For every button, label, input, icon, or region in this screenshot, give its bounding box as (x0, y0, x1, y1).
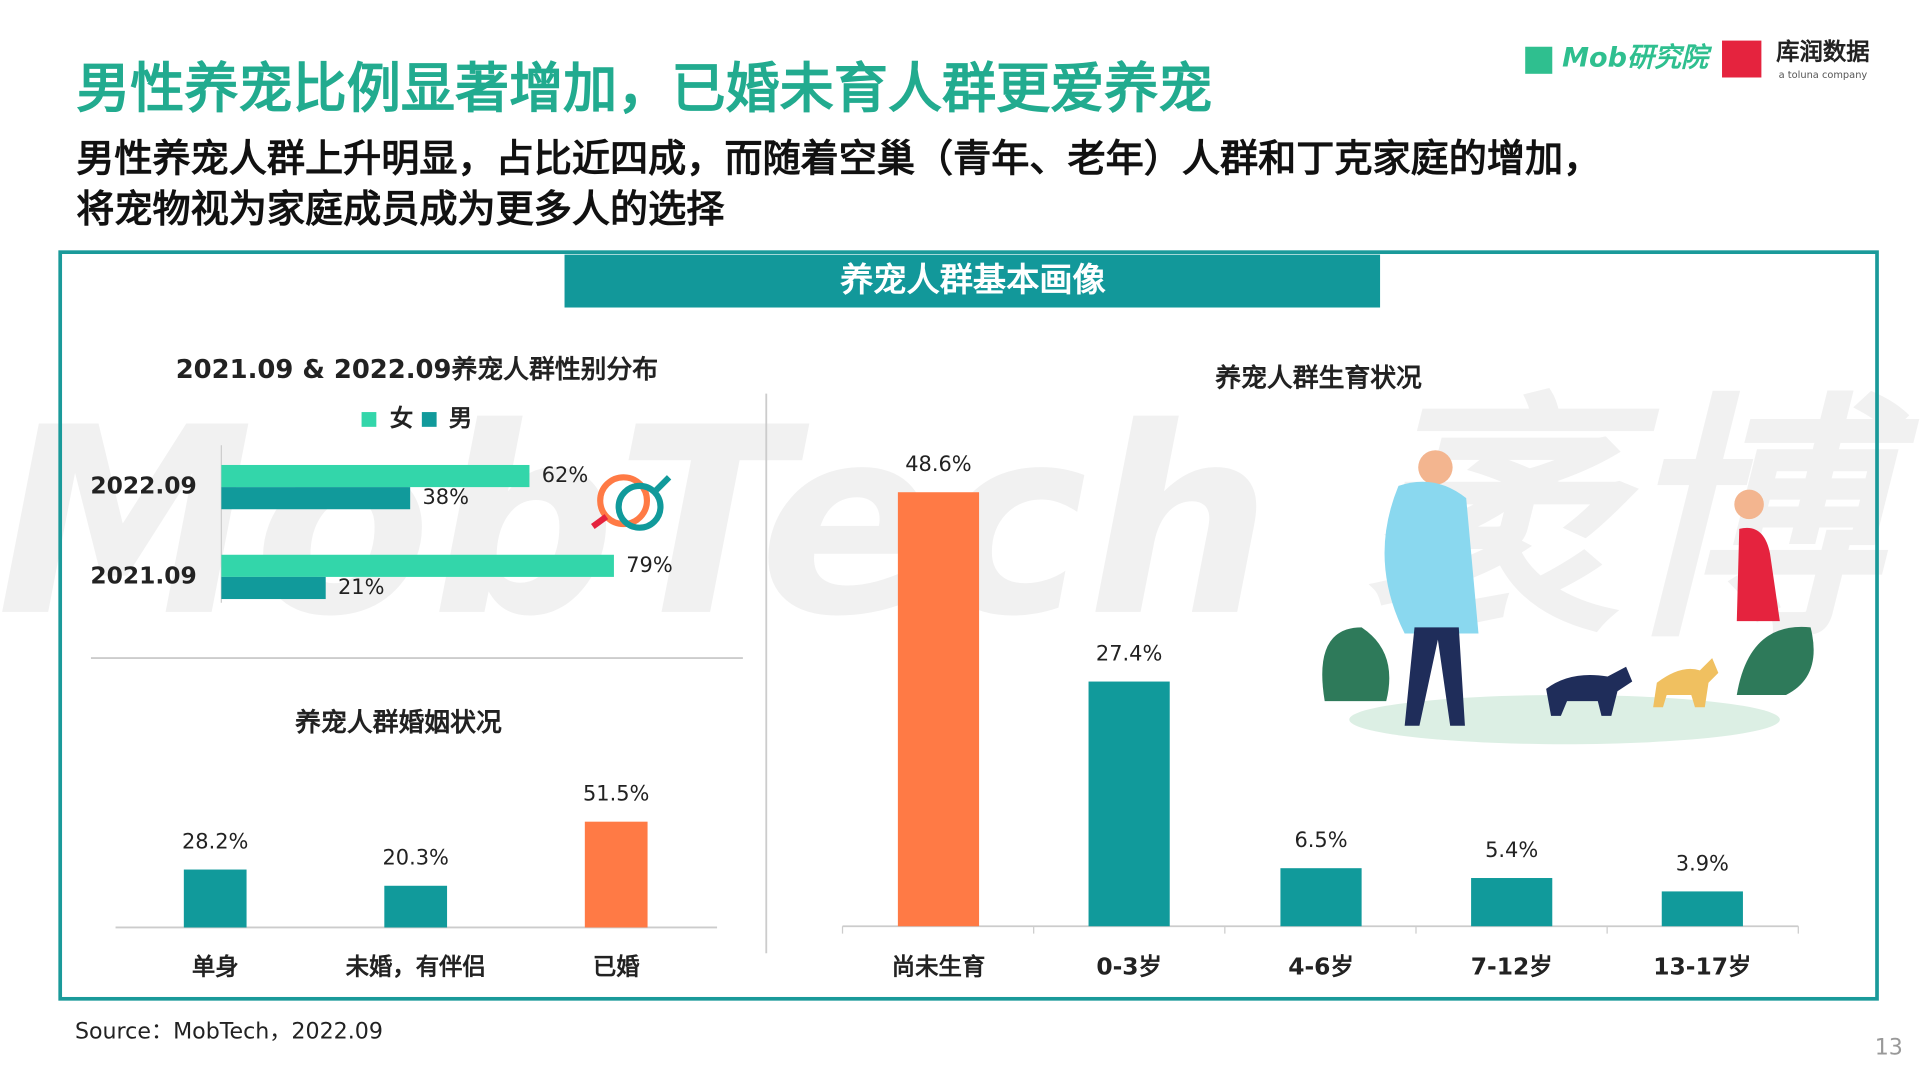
bar (384, 885, 448, 928)
chart-title: 养宠人群婚姻状况 (294, 707, 502, 738)
value-label: 62% (542, 463, 588, 487)
subtitle: 男性养宠人群上升明显，占比近四成，而随着空巢（青年、老年）人群和丁克家庭的增加， (76, 137, 1601, 181)
legend-label: 女 (390, 404, 413, 432)
category-label: 单身 (192, 953, 239, 981)
logo-icon (1525, 46, 1553, 74)
panel-frame (58, 250, 1879, 1001)
value-label: 51.5% (583, 782, 649, 806)
category-label: 已婚 (593, 953, 640, 981)
value-label: 79% (626, 553, 672, 577)
bar (221, 464, 530, 488)
value-label: 28.2% (182, 829, 248, 853)
bar (1471, 878, 1553, 927)
chart-title: 2021.09 & 2022.09养宠人群性别分布 (176, 354, 658, 385)
value-label: 38% (422, 485, 468, 509)
category-label: 2022.09 (90, 472, 196, 500)
bar (221, 487, 411, 510)
legend-swatch (361, 412, 377, 427)
panel-header (564, 254, 1381, 308)
value-label: 21% (338, 575, 384, 599)
logo-mob: Mob研究院 (1562, 43, 1713, 74)
category-label: 尚未生育 (892, 953, 985, 981)
value-label: 3.9% (1676, 851, 1729, 875)
value-label: 20.3% (382, 846, 448, 870)
category-label: 2021.09 (90, 561, 196, 589)
bar (183, 869, 247, 928)
value-label: 6.5% (1294, 828, 1347, 852)
panel-title: 养宠人群基本画像 (840, 260, 1106, 299)
bar (1280, 868, 1362, 927)
value-label: 5.4% (1485, 838, 1538, 862)
logo-kr-sub: a toluna company (1779, 70, 1868, 81)
logo-kr-icon (1722, 40, 1762, 78)
illustration (1322, 450, 1814, 745)
value-label: 48.6% (905, 452, 971, 476)
category-label: 13-17岁 (1653, 953, 1751, 981)
legend-label: 男 (449, 404, 472, 432)
bar (221, 576, 326, 600)
page-number: 13 (1875, 1035, 1903, 1061)
bar (897, 492, 980, 927)
category-label: 4-6岁 (1288, 953, 1354, 981)
legend-swatch (421, 412, 437, 427)
bar (1088, 681, 1170, 927)
category-label: 7-12岁 (1471, 953, 1553, 981)
logo-kr: 库润数据 (1776, 37, 1869, 65)
subtitle: 将宠物视为家庭成员成为更多人的选择 (76, 187, 725, 231)
bar (584, 821, 648, 928)
bar (1661, 891, 1743, 927)
value-label: 27.4% (1096, 641, 1162, 665)
source: Source：MobTech，2022.09 (75, 1019, 383, 1045)
bar (221, 554, 614, 577)
category-label: 0-3岁 (1096, 953, 1162, 981)
title: 男性养宠比例显著增加，已婚未育人群更爱养宠 (76, 57, 1212, 120)
category-label: 未婚，有伴侣 (346, 953, 486, 981)
gender-icon (591, 474, 672, 531)
chart-title: 养宠人群生育状况 (1214, 362, 1422, 393)
